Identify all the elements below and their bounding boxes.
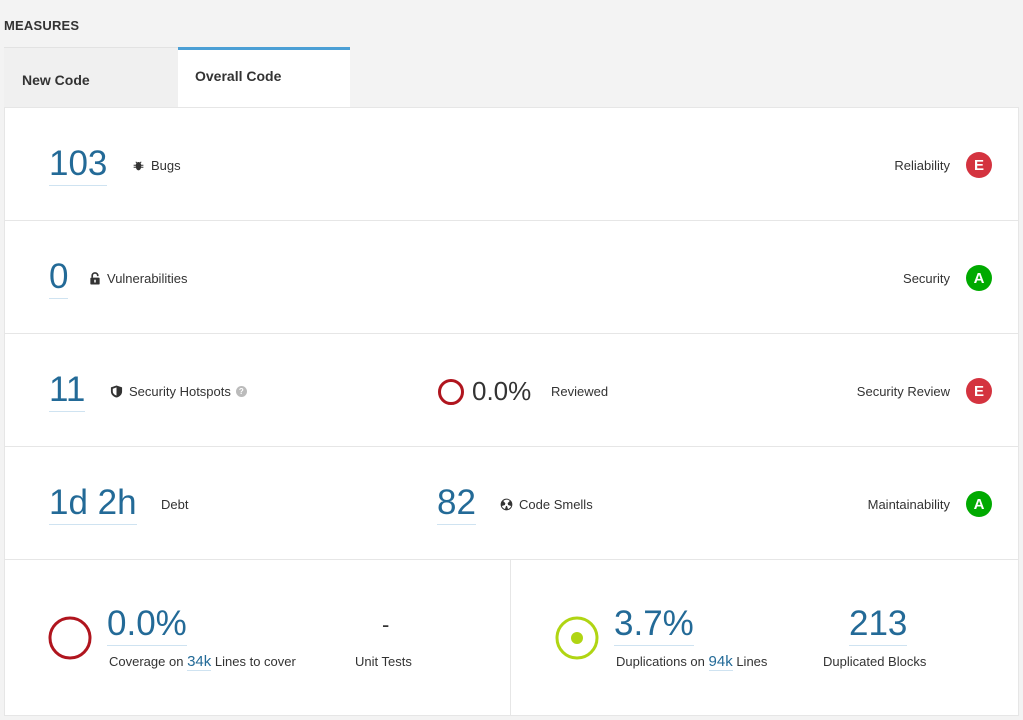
vulnerabilities-label: Vulnerabilities: [89, 271, 187, 286]
shield-icon: [110, 385, 123, 398]
maintainability-rating: Maintainability A: [868, 491, 992, 517]
duplications-value-link[interactable]: 3.7%: [614, 604, 694, 646]
coverage-section: 0.0% Coverage on 34k Lines to cover - Un…: [5, 560, 511, 715]
security-review-rating-badge[interactable]: E: [966, 378, 992, 404]
coverage-ring: [47, 615, 93, 666]
tab-new-code[interactable]: New Code: [4, 47, 178, 107]
reviewed-value: 0.0%: [472, 376, 532, 406]
reliability-rating-badge[interactable]: E: [966, 152, 992, 178]
duplications-prefix: Duplications on: [616, 654, 705, 669]
unit-tests-value: -: [382, 612, 390, 637]
code-smells-count-link[interactable]: 82: [437, 483, 476, 525]
duplications-suffix: Lines: [736, 654, 768, 669]
duplications-ring: [554, 615, 600, 666]
security-review-rating: Security Review E: [857, 378, 992, 404]
reliability-row: 103 Bugs Reliability E: [5, 108, 1018, 221]
coverage-lines-link[interactable]: 34k: [187, 653, 212, 671]
duplications-section: 3.7% Duplications on 94k Lines 213 Dupli…: [512, 560, 1018, 715]
hotspots-row: 11 Security Hotspots ? 0.0% Reviewed Sec…: [5, 334, 1018, 447]
security-row: 0 Vulnerabilities Security A: [5, 221, 1018, 334]
coverage-value-link[interactable]: 0.0%: [107, 604, 187, 646]
duplications-lines-link[interactable]: 94k: [708, 653, 733, 671]
bugs-label: Bugs: [132, 158, 181, 173]
reviewed-label: Reviewed: [551, 384, 609, 399]
coverage-prefix: Coverage on: [109, 654, 184, 669]
code-smells-label: Code Smells: [500, 497, 593, 512]
code-tabs: New Code Overall Code: [4, 47, 1019, 108]
security-rating: Security A: [903, 265, 992, 291]
debt-value-link[interactable]: 1d 2h: [49, 483, 137, 525]
maintainability-rating-badge[interactable]: A: [966, 491, 992, 517]
maintainability-label: Maintainability: [867, 496, 950, 512]
lock-icon: [89, 272, 101, 285]
duplicated-blocks-label: Duplicated Blocks: [823, 654, 927, 669]
measures-panel: 103 Bugs Reliability E 0 Vulnerabilities…: [4, 107, 1019, 716]
duplications-description: Duplications on 94k Lines: [616, 653, 768, 671]
coverage-suffix: Lines to cover: [214, 654, 296, 669]
security-label: Security: [903, 270, 950, 286]
duplicated-blocks-link[interactable]: 213: [849, 604, 908, 646]
bug-icon: [132, 159, 145, 172]
measures-title: MEASURES: [4, 18, 80, 33]
maintainability-row: 1d 2h Debt 82 Code Smells Maintainabilit…: [5, 447, 1018, 560]
vulnerabilities-count-link[interactable]: 0: [49, 257, 69, 299]
debt-label: Debt: [161, 497, 189, 512]
hotspots-label: Security Hotspots ?: [110, 384, 247, 399]
reviewed-ring: [437, 378, 465, 411]
coverage-description: Coverage on 34k Lines to cover: [109, 653, 296, 671]
code-smells-text: Code Smells: [519, 497, 593, 512]
coverage-duplications: 0.0% Coverage on 34k Lines to cover - Un…: [5, 560, 1018, 715]
reliability-rating: Reliability E: [894, 152, 992, 178]
security-review-label: Security Review: [856, 383, 950, 399]
security-rating-badge[interactable]: A: [966, 265, 992, 291]
unit-tests-label: Unit Tests: [355, 654, 412, 669]
bugs-text: Bugs: [151, 158, 181, 173]
code-smell-icon: [500, 498, 513, 511]
reliability-label: Reliability: [894, 157, 950, 173]
hotspots-count-link[interactable]: 11: [49, 370, 86, 412]
bugs-count-link[interactable]: 103: [49, 144, 108, 186]
vulnerabilities-text: Vulnerabilities: [107, 271, 188, 286]
hotspots-text: Security Hotspots: [129, 384, 231, 399]
help-icon[interactable]: ?: [235, 386, 247, 397]
tab-overall-code[interactable]: Overall Code: [178, 47, 350, 108]
